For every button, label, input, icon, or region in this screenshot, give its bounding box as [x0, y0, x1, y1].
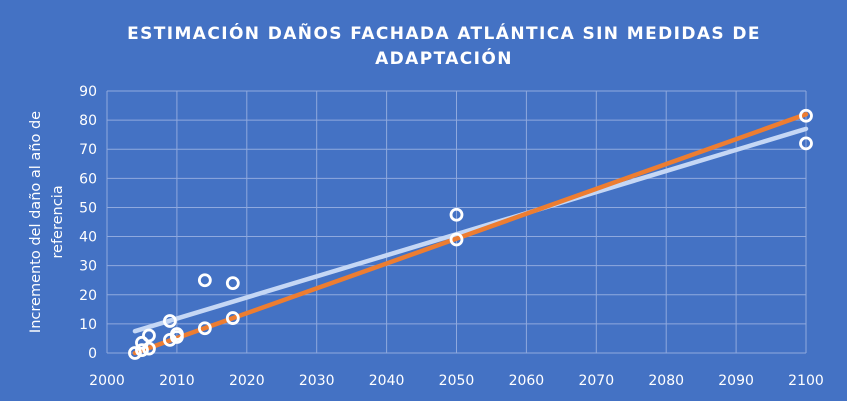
data-point-series-1 [197, 273, 212, 288]
data-point-series-2 [163, 332, 177, 347]
x-tick-label: 2040 [369, 373, 405, 389]
x-tick-label: 2020 [229, 373, 265, 389]
y-axis-label-line-2: referencia [50, 185, 66, 258]
y-tick-label: 90 [79, 84, 97, 100]
data-point-series-2 [799, 108, 813, 123]
data-point-series-1 [449, 207, 464, 222]
x-tick-label: 2030 [299, 373, 335, 389]
data-point-series-2 [449, 232, 464, 247]
x-tick-label: 2070 [578, 373, 614, 389]
x-tick-label: 2090 [718, 373, 754, 389]
data-point-series-2 [225, 311, 240, 325]
y-tick-label: 60 [79, 171, 97, 187]
data-point-series-1 [225, 276, 240, 291]
y-tick-label: 70 [79, 142, 97, 158]
y-tick-label: 50 [79, 200, 97, 216]
data-point-series-2 [169, 330, 184, 344]
chart-title-line-1: ESTIMACIÓN DAÑOS FACHADA ATLÁNTICA SIN M… [127, 21, 761, 44]
y-tick-label: 10 [79, 317, 97, 333]
x-tick-label: 2000 [89, 373, 125, 389]
gridlines [106, 90, 807, 354]
y-axis-label: Incremento del daño al año de referencia [28, 111, 66, 333]
x-tick-label: 2080 [648, 373, 684, 389]
trendline-series-2 [132, 112, 809, 356]
data-point-series-1 [142, 328, 156, 343]
data-point-series-2 [135, 343, 149, 357]
y-tick-label: 20 [79, 288, 97, 304]
data-point-series-2 [197, 321, 212, 336]
data-point-series-1 [799, 136, 813, 151]
chart-title-line-2: ADAPTACIÓN [375, 47, 513, 69]
y-tick-label: 0 [88, 346, 97, 362]
x-tick-label: 2100 [788, 373, 824, 389]
y-axis-label-line-1: Incremento del daño al año de [28, 111, 44, 333]
x-tick-label: 2060 [509, 373, 545, 389]
data-points [128, 108, 813, 360]
data-point-series-1 [163, 314, 177, 328]
data-point-series-2 [142, 341, 156, 356]
y-tick-label: 30 [79, 259, 97, 275]
trendline-series-1 [132, 126, 809, 334]
x-tick-label: 2010 [159, 373, 195, 389]
trendlines [132, 112, 809, 356]
data-point-series-2 [128, 346, 142, 360]
y-tick-label: 80 [79, 113, 97, 129]
y-tick-label: 40 [79, 230, 97, 246]
x-tick-label: 2050 [439, 373, 475, 389]
